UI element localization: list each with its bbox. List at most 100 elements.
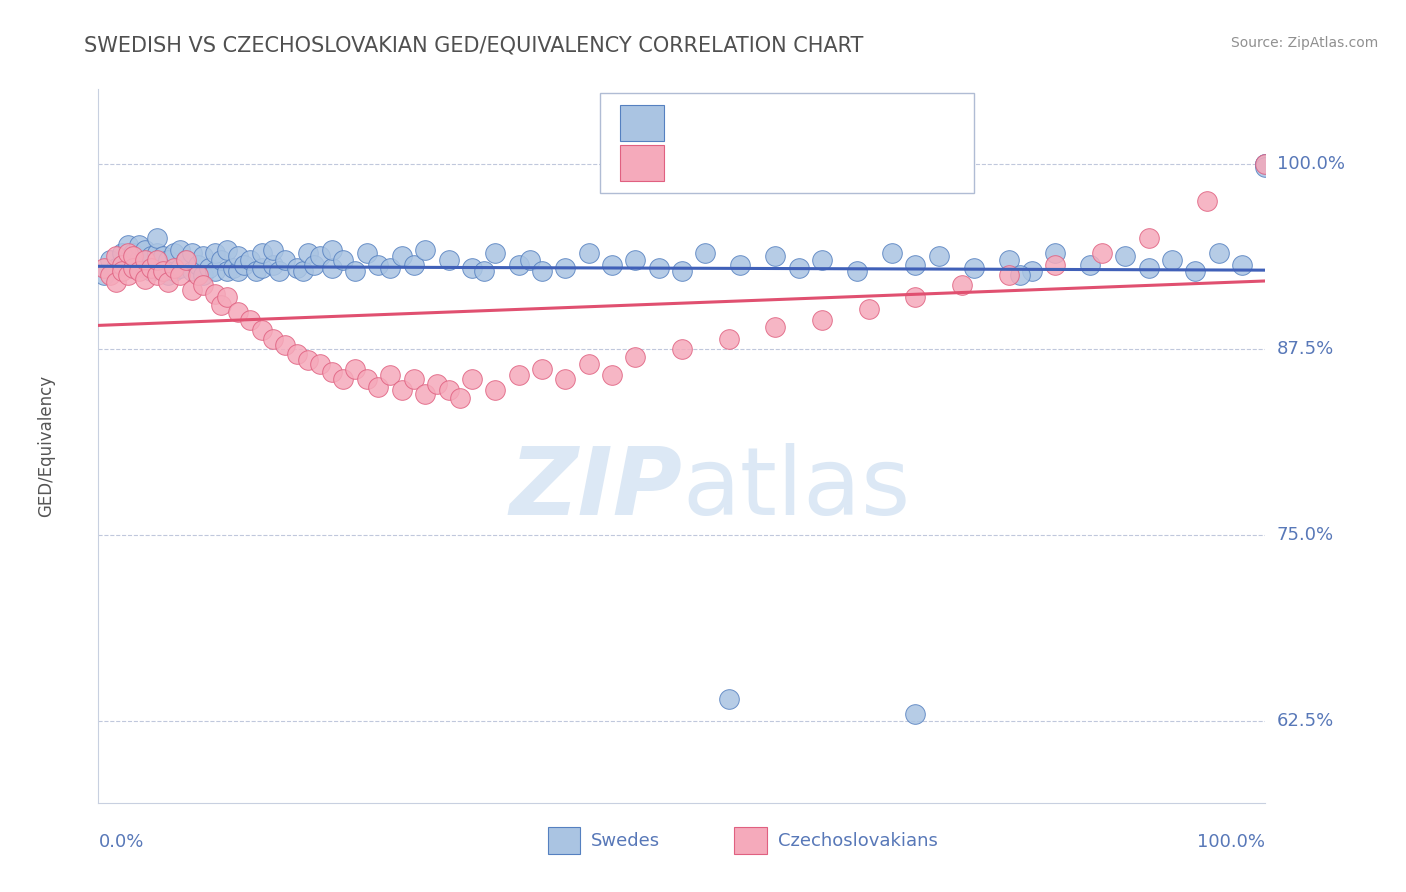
- Point: [811, 312, 834, 326]
- Point: [285, 260, 308, 275]
- Point: [1010, 268, 1032, 282]
- Point: [1045, 245, 1067, 260]
- Point: [367, 258, 389, 272]
- Point: [904, 706, 927, 721]
- Point: [297, 245, 319, 260]
- Point: [152, 263, 174, 277]
- Point: [578, 245, 600, 260]
- Point: [413, 243, 436, 257]
- Text: 75.0%: 75.0%: [1277, 526, 1334, 544]
- Point: [321, 365, 343, 379]
- Point: [1080, 258, 1102, 272]
- Point: [997, 268, 1019, 282]
- Point: [554, 260, 576, 275]
- Point: [391, 383, 413, 397]
- Point: [180, 283, 202, 297]
- Point: [157, 253, 180, 268]
- Point: [269, 263, 291, 277]
- Point: [578, 357, 600, 371]
- Point: [1254, 156, 1277, 170]
- Text: 0.0%: 0.0%: [98, 833, 143, 851]
- Point: [904, 290, 927, 304]
- Point: [128, 238, 150, 252]
- Point: [157, 268, 180, 282]
- Point: [391, 249, 413, 263]
- Point: [250, 245, 273, 260]
- Text: N =: N =: [823, 153, 868, 172]
- Point: [380, 260, 402, 275]
- Bar: [620, 105, 665, 141]
- Point: [647, 260, 669, 275]
- Text: 68: 68: [877, 153, 911, 172]
- Point: [180, 263, 202, 277]
- Point: [104, 249, 127, 263]
- Point: [449, 392, 471, 406]
- Point: [174, 253, 197, 268]
- Point: [169, 260, 191, 275]
- FancyBboxPatch shape: [600, 93, 973, 193]
- Text: Swedes: Swedes: [591, 832, 659, 850]
- Point: [344, 361, 367, 376]
- Point: [508, 368, 530, 382]
- Point: [1137, 231, 1160, 245]
- Point: [1045, 258, 1067, 272]
- Point: [228, 249, 250, 263]
- Point: [152, 263, 174, 277]
- Point: [367, 379, 389, 393]
- Point: [332, 253, 354, 268]
- Point: [285, 347, 308, 361]
- Point: [1161, 253, 1184, 268]
- Point: [117, 253, 139, 268]
- Point: [304, 258, 326, 272]
- Text: -0.018: -0.018: [737, 112, 806, 131]
- Point: [356, 372, 378, 386]
- Text: SWEDISH VS CZECHOSLOVAKIAN GED/EQUIVALENCY CORRELATION CHART: SWEDISH VS CZECHOSLOVAKIAN GED/EQUIVALEN…: [84, 36, 863, 55]
- Point: [717, 332, 740, 346]
- Text: ZIP: ZIP: [509, 442, 682, 535]
- Point: [484, 245, 506, 260]
- Point: [291, 263, 314, 277]
- Text: 100.0%: 100.0%: [1277, 154, 1344, 172]
- Point: [128, 263, 150, 277]
- Point: [309, 249, 332, 263]
- Point: [1254, 156, 1277, 170]
- Text: atlas: atlas: [682, 442, 910, 535]
- Point: [928, 249, 950, 263]
- Point: [128, 253, 150, 268]
- Point: [356, 245, 378, 260]
- Point: [209, 298, 232, 312]
- Text: Czechoslovakians: Czechoslovakians: [778, 832, 938, 850]
- Point: [187, 258, 209, 272]
- Text: R =: R =: [679, 112, 724, 131]
- Point: [671, 263, 693, 277]
- Point: [134, 272, 156, 286]
- Point: [1230, 258, 1253, 272]
- Point: [530, 361, 553, 376]
- Point: [233, 258, 256, 272]
- Point: [187, 268, 209, 282]
- Point: [169, 268, 191, 282]
- Point: [472, 263, 495, 277]
- Point: [104, 260, 127, 275]
- Point: [157, 276, 180, 290]
- Point: [134, 260, 156, 275]
- Bar: [620, 145, 665, 180]
- Point: [530, 263, 553, 277]
- Point: [380, 368, 402, 382]
- Text: 62.5%: 62.5%: [1277, 712, 1334, 730]
- Point: [695, 245, 717, 260]
- Point: [437, 253, 460, 268]
- Point: [997, 253, 1019, 268]
- Point: [146, 268, 169, 282]
- Point: [904, 258, 927, 272]
- Point: [98, 253, 121, 268]
- Text: 87.5%: 87.5%: [1277, 341, 1334, 359]
- Point: [180, 245, 202, 260]
- Point: [461, 372, 484, 386]
- Point: [1254, 160, 1277, 174]
- Point: [93, 268, 115, 282]
- Point: [763, 249, 786, 263]
- Point: [950, 278, 973, 293]
- Point: [204, 245, 226, 260]
- Point: [146, 253, 169, 268]
